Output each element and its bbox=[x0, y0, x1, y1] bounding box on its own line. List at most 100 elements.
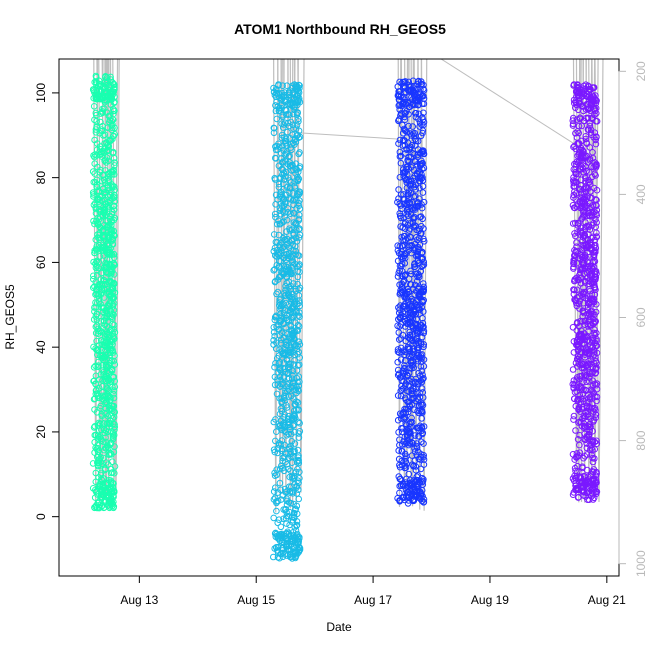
data-point bbox=[570, 349, 578, 356]
data-point bbox=[412, 222, 420, 230]
data-point bbox=[402, 150, 409, 157]
data-point bbox=[97, 118, 104, 126]
data-point bbox=[570, 183, 578, 190]
data-point bbox=[586, 85, 594, 93]
data-point bbox=[584, 115, 592, 122]
data-point bbox=[288, 453, 295, 461]
data-point bbox=[104, 269, 111, 277]
data-point bbox=[273, 115, 281, 123]
data-point bbox=[283, 339, 290, 346]
data-point bbox=[576, 231, 584, 238]
data-point bbox=[396, 336, 403, 343]
data-point bbox=[98, 476, 106, 484]
data-point bbox=[418, 248, 426, 256]
data-point bbox=[576, 115, 584, 123]
data-point bbox=[107, 73, 114, 81]
data-point bbox=[104, 363, 112, 371]
data-point bbox=[417, 453, 424, 461]
data-point bbox=[294, 267, 302, 275]
data-point bbox=[286, 159, 294, 166]
data-point bbox=[107, 94, 115, 101]
data-point bbox=[417, 329, 424, 336]
data-point bbox=[417, 78, 425, 85]
data-point bbox=[97, 469, 105, 477]
data-point bbox=[282, 387, 289, 395]
data-point bbox=[417, 268, 425, 275]
data-point bbox=[284, 337, 292, 345]
data-point bbox=[586, 239, 594, 246]
data-point bbox=[420, 118, 428, 126]
data-point bbox=[96, 501, 103, 509]
y2-tick-label: 400 bbox=[634, 184, 648, 204]
data-point bbox=[97, 318, 104, 325]
data-point bbox=[286, 162, 294, 170]
data-point bbox=[272, 484, 279, 492]
data-point bbox=[415, 304, 423, 312]
data-point bbox=[98, 411, 105, 418]
data-point bbox=[586, 395, 594, 403]
data-point bbox=[585, 350, 593, 357]
data-point bbox=[416, 306, 424, 313]
data-point bbox=[273, 355, 281, 362]
data-point bbox=[110, 202, 118, 210]
x-tick-label: Aug 19 bbox=[471, 593, 509, 607]
data-point bbox=[399, 166, 407, 173]
data-point bbox=[578, 163, 585, 170]
data-point bbox=[408, 242, 415, 249]
data-point bbox=[418, 255, 426, 263]
data-point bbox=[104, 494, 111, 502]
data-point bbox=[419, 371, 426, 379]
data-point bbox=[590, 251, 598, 259]
data-point bbox=[93, 272, 101, 279]
data-point bbox=[105, 242, 113, 249]
data-point bbox=[98, 246, 106, 254]
data-point bbox=[412, 467, 420, 474]
data-point bbox=[109, 116, 117, 123]
data-point bbox=[589, 334, 597, 342]
data-point bbox=[572, 170, 580, 178]
data-point bbox=[420, 283, 428, 291]
data-point bbox=[398, 428, 406, 436]
data-point bbox=[573, 450, 581, 457]
data-point bbox=[291, 183, 298, 190]
data-point bbox=[111, 361, 119, 368]
data-point bbox=[109, 195, 116, 202]
data-point bbox=[574, 201, 582, 208]
data-point bbox=[399, 129, 407, 137]
data-point bbox=[406, 199, 414, 206]
data-point bbox=[588, 101, 596, 108]
data-point bbox=[593, 301, 600, 308]
data-point bbox=[103, 399, 110, 407]
data-point bbox=[283, 509, 290, 516]
data-point bbox=[292, 82, 300, 89]
data-point bbox=[285, 361, 293, 368]
data-point bbox=[419, 189, 427, 196]
y-axis-label: RH_GEOS5 bbox=[3, 284, 17, 350]
data-point bbox=[89, 86, 97, 93]
data-point bbox=[271, 244, 279, 252]
data-point bbox=[588, 203, 595, 211]
data-point bbox=[91, 406, 98, 413]
y2-tick-label: 600 bbox=[634, 307, 648, 327]
transit-line bbox=[300, 132, 398, 140]
chart-title: ATOM1 Northbound RH_GEOS5 bbox=[234, 21, 446, 37]
data-point bbox=[278, 269, 285, 276]
data-point bbox=[415, 379, 423, 386]
data-point bbox=[396, 212, 404, 220]
data-point bbox=[420, 329, 428, 337]
y2-tick-label: 800 bbox=[634, 430, 648, 450]
data-point bbox=[296, 188, 303, 195]
data-point bbox=[100, 203, 107, 211]
data-point bbox=[288, 100, 296, 107]
data-point bbox=[569, 324, 577, 331]
data-point bbox=[591, 283, 599, 291]
data-point bbox=[585, 378, 593, 385]
data-point bbox=[293, 502, 301, 510]
data-point bbox=[583, 451, 591, 458]
data-point bbox=[100, 276, 107, 284]
data-point bbox=[404, 139, 412, 146]
data-point bbox=[569, 117, 577, 124]
data-point bbox=[409, 385, 417, 392]
data-point bbox=[580, 270, 588, 278]
